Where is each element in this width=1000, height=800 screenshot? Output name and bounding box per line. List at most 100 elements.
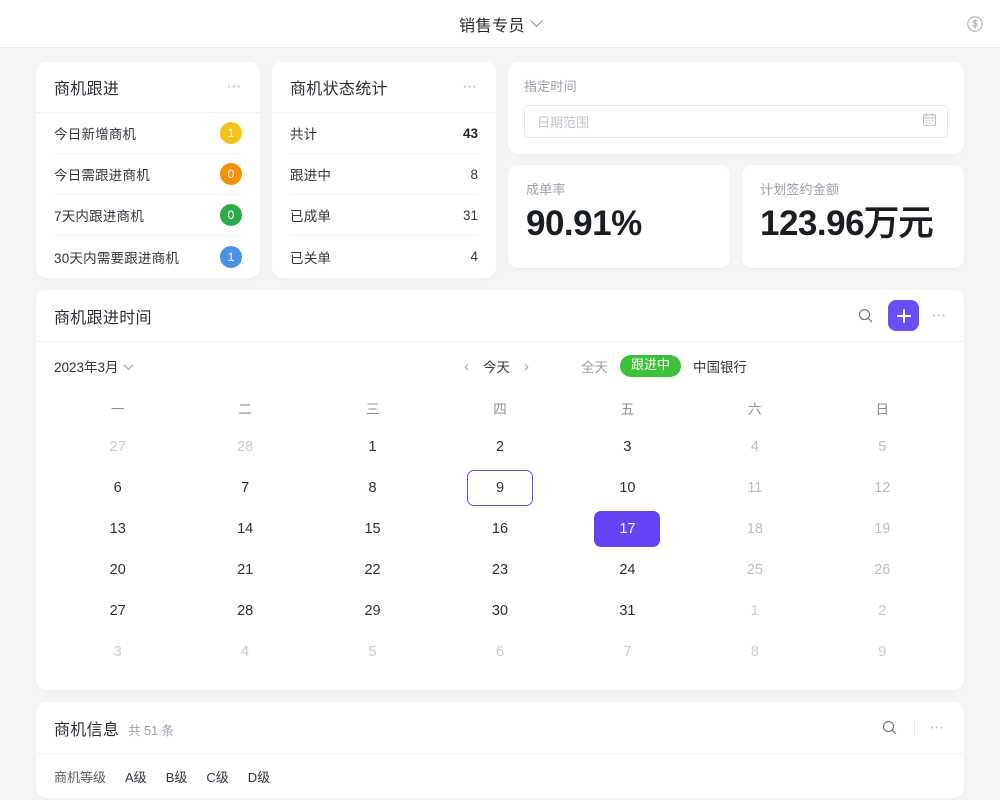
calendar-day[interactable]: 6 bbox=[54, 467, 181, 508]
calendar-day-normal[interactable]: 31 bbox=[619, 602, 636, 619]
calendar-day-muted[interactable]: 27 bbox=[109, 438, 126, 455]
calendar-day-muted[interactable]: 7 bbox=[623, 643, 632, 660]
calendar-day[interactable]: 8 bbox=[691, 631, 818, 672]
calendar-day-normal[interactable]: 29 bbox=[364, 602, 381, 619]
calendar-day[interactable]: 10 bbox=[564, 467, 691, 508]
calendar-day-weekend[interactable]: 25 bbox=[746, 561, 763, 578]
date-range-input[interactable]: 日期范围 bbox=[524, 105, 948, 138]
list-item[interactable]: 跟进中 8 bbox=[290, 154, 478, 195]
calendar-day[interactable]: 27 bbox=[54, 426, 181, 467]
calendar-day-selected[interactable]: 17 bbox=[594, 510, 661, 547]
calendar-day-weekend[interactable]: 11 bbox=[747, 479, 763, 496]
calendar-day[interactable]: 16 bbox=[436, 508, 563, 549]
calendar-day[interactable]: 9 bbox=[436, 467, 563, 508]
list-item[interactable]: 共计 43 bbox=[290, 113, 478, 154]
calendar-day[interactable]: 3 bbox=[54, 631, 181, 672]
calendar-day[interactable]: 11 bbox=[691, 467, 818, 508]
calendar-day[interactable]: 12 bbox=[819, 467, 946, 508]
calendar-day-normal[interactable]: 13 bbox=[109, 520, 126, 537]
calendar-day-muted[interactable]: 8 bbox=[750, 643, 759, 660]
calendar-day[interactable]: 17 bbox=[564, 508, 691, 549]
calendar-day-muted[interactable]: 2 bbox=[878, 602, 887, 619]
list-item[interactable]: 已关单 4 bbox=[290, 236, 478, 277]
calendar-day-normal[interactable]: 10 bbox=[619, 479, 636, 496]
calendar-day[interactable]: 22 bbox=[309, 549, 436, 590]
calendar-day-weekend[interactable]: 4 bbox=[750, 438, 759, 455]
calendar-day-muted[interactable]: 3 bbox=[113, 643, 122, 660]
search-icon[interactable] bbox=[854, 305, 876, 327]
more-dots-icon[interactable]: ⋯ bbox=[931, 306, 948, 324]
month-selector[interactable]: 2023年3月 bbox=[54, 356, 254, 376]
currency-circle-icon[interactable] bbox=[962, 11, 988, 37]
calendar-day-normal[interactable]: 24 bbox=[619, 561, 636, 578]
calendar-day-normal[interactable]: 28 bbox=[237, 602, 254, 619]
filter-status-pill[interactable]: 跟进中 bbox=[620, 355, 682, 377]
calendar-day-normal[interactable]: 15 bbox=[364, 520, 381, 537]
calendar-day[interactable]: 4 bbox=[181, 631, 308, 672]
calendar-day[interactable]: 4 bbox=[691, 426, 818, 467]
calendar-day[interactable]: 19 bbox=[819, 508, 946, 549]
calendar-day-normal[interactable]: 21 bbox=[237, 561, 254, 578]
level-option-b[interactable]: B级 bbox=[165, 769, 188, 785]
calendar-day-weekend[interactable]: 19 bbox=[874, 520, 891, 537]
list-item[interactable]: 30天内需要跟进商机 1 bbox=[54, 236, 242, 277]
calendar-day[interactable]: 8 bbox=[309, 467, 436, 508]
calendar-day[interactable]: 1 bbox=[691, 590, 818, 631]
level-option-a[interactable]: A级 bbox=[125, 769, 147, 785]
calendar-day-muted[interactable]: 4 bbox=[241, 643, 250, 660]
calendar-day[interactable]: 2 bbox=[819, 590, 946, 631]
calendar-day[interactable]: 14 bbox=[181, 508, 308, 549]
calendar-day[interactable]: 29 bbox=[309, 590, 436, 631]
calendar-day[interactable]: 9 bbox=[819, 631, 946, 672]
more-dots-icon[interactable]: ⋯ bbox=[226, 78, 243, 95]
calendar-icon[interactable] bbox=[922, 112, 937, 132]
calendar-day[interactable]: 24 bbox=[564, 549, 691, 590]
filter-all-day[interactable]: 全天 bbox=[581, 359, 608, 375]
calendar-day[interactable]: 25 bbox=[691, 549, 818, 590]
calendar-day[interactable]: 6 bbox=[436, 631, 563, 672]
calendar-day-weekend[interactable]: 26 bbox=[874, 561, 891, 578]
calendar-day[interactable]: 13 bbox=[54, 508, 181, 549]
calendar-day-muted[interactable]: 9 bbox=[878, 643, 887, 660]
calendar-day-normal[interactable]: 8 bbox=[368, 479, 377, 496]
calendar-day-muted[interactable]: 1 bbox=[750, 602, 759, 619]
calendar-day-muted[interactable]: 6 bbox=[495, 643, 505, 660]
calendar-day-outlined[interactable]: 9 bbox=[466, 469, 533, 506]
calendar-day-normal[interactable]: 6 bbox=[113, 479, 122, 496]
more-dots-icon[interactable]: ⋯ bbox=[929, 718, 946, 736]
chevron-right-icon[interactable]: › bbox=[524, 357, 529, 375]
calendar-day-normal[interactable]: 7 bbox=[241, 479, 250, 496]
list-item[interactable]: 今日需跟进商机 0 bbox=[54, 154, 242, 195]
calendar-day-normal[interactable]: 16 bbox=[491, 520, 509, 537]
chevron-left-icon[interactable]: ‹ bbox=[464, 357, 469, 375]
calendar-day[interactable]: 23 bbox=[436, 549, 563, 590]
calendar-day[interactable]: 21 bbox=[181, 549, 308, 590]
calendar-day[interactable]: 31 bbox=[564, 590, 691, 631]
calendar-day-muted[interactable]: 28 bbox=[237, 438, 254, 455]
calendar-day[interactable]: 26 bbox=[819, 549, 946, 590]
calendar-day-normal[interactable]: 3 bbox=[623, 438, 632, 455]
calendar-day[interactable]: 28 bbox=[181, 590, 308, 631]
calendar-day-normal[interactable]: 22 bbox=[364, 561, 381, 578]
calendar-day-weekend[interactable]: 18 bbox=[746, 520, 763, 537]
search-icon[interactable] bbox=[878, 717, 900, 739]
calendar-day-normal[interactable]: 1 bbox=[368, 438, 377, 455]
calendar-day[interactable]: 30 bbox=[436, 590, 563, 631]
calendar-day-normal[interactable]: 23 bbox=[491, 561, 509, 578]
calendar-day-normal[interactable]: 2 bbox=[495, 438, 505, 455]
calendar-day[interactable]: 1 bbox=[309, 426, 436, 467]
calendar-day[interactable]: 18 bbox=[691, 508, 818, 549]
calendar-day[interactable]: 20 bbox=[54, 549, 181, 590]
calendar-day[interactable]: 5 bbox=[819, 426, 946, 467]
calendar-day-weekend[interactable]: 12 bbox=[874, 479, 891, 496]
list-item[interactable]: 7天内跟进商机 0 bbox=[54, 195, 242, 236]
calendar-day-normal[interactable]: 14 bbox=[237, 520, 254, 537]
calendar-day[interactable]: 2 bbox=[436, 426, 563, 467]
calendar-day[interactable]: 7 bbox=[564, 631, 691, 672]
calendar-day-normal[interactable]: 27 bbox=[109, 602, 126, 619]
calendar-day-muted[interactable]: 5 bbox=[368, 643, 377, 660]
level-option-d[interactable]: D级 bbox=[247, 769, 271, 785]
calendar-day[interactable]: 15 bbox=[309, 508, 436, 549]
list-item[interactable]: 已成单 31 bbox=[290, 195, 478, 236]
calendar-day[interactable]: 7 bbox=[181, 467, 308, 508]
